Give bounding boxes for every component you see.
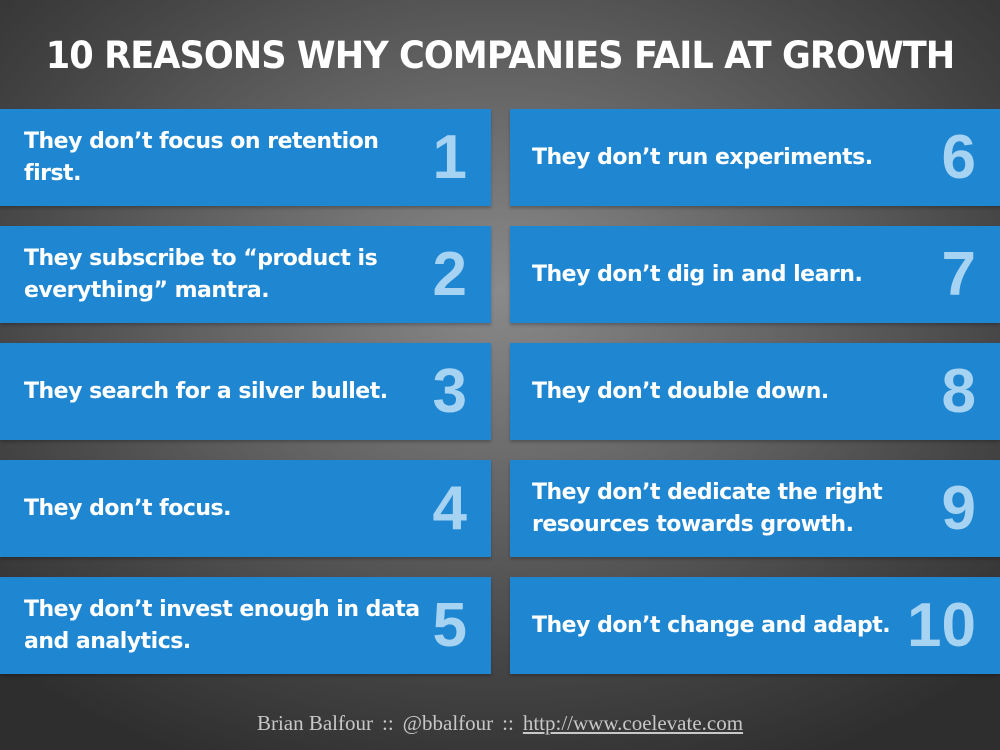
reason-card-8: They don’t double down. 8 [510,343,1000,440]
reason-text: They don’t run experiments. [532,144,873,170]
footer-separator: :: [502,711,514,735]
footer-url-link[interactable]: http://www.coelevate.com [522,711,744,735]
reason-number: 9 [941,473,976,543]
reason-text: They search for a silver bullet. [24,378,388,404]
reason-text: They don’t dig in and learn. [532,261,863,287]
reason-number: 3 [432,356,467,426]
reason-card-3: They search for a silver bullet. 3 [0,343,491,440]
reason-card-2: They subscribe to “product is everything… [0,226,491,323]
reasons-column-left: They don’t focus on retention first. 1 T… [0,109,491,674]
reason-card-6: They don’t run experiments. 6 [510,109,1000,206]
reason-number: 2 [432,239,467,309]
reason-text: They don’t focus. [24,495,232,521]
reason-number: 5 [432,590,467,660]
reason-number: 4 [432,473,467,543]
reason-card-9: They don’t dedicate the right resources … [510,460,1000,557]
footer-separator: :: [382,711,394,735]
reason-card-1: They don’t focus on retention first. 1 [0,109,491,206]
footer-handle: @bbalfour [402,711,494,735]
reason-text: They don’t focus on retention first. [24,128,379,186]
footer-author: Brian Balfour [256,711,373,735]
slide-title: 10 REASONS WHY COMPANIES FAIL AT GROWTH [45,34,955,77]
reason-card-7: They don’t dig in and learn. 7 [510,226,1000,323]
reason-text: They don’t dedicate the right resources … [532,479,883,537]
reasons-column-right: They don’t run experiments. 6 They don’t… [510,109,1000,674]
reason-text: They don’t change and adapt. [532,612,891,638]
reason-text: They don’t double down. [532,378,829,404]
slide-footer: Brian Balfour:: @bbalfour:: http://www.coe… [0,708,1000,738]
reason-number: 10 [907,590,976,660]
reason-card-10: They don’t change and adapt. 10 [510,577,1000,674]
reason-number: 6 [941,122,976,192]
reason-number: 1 [432,122,467,192]
reason-number: 7 [941,239,976,309]
reason-card-4: They don’t focus. 4 [0,460,491,557]
reason-card-5: They don’t invest enough in data and ana… [0,577,491,674]
reason-number: 8 [941,356,976,426]
reason-text: They don’t invest enough in data and ana… [24,596,420,654]
reason-text: They subscribe to “product is everything… [24,245,378,303]
